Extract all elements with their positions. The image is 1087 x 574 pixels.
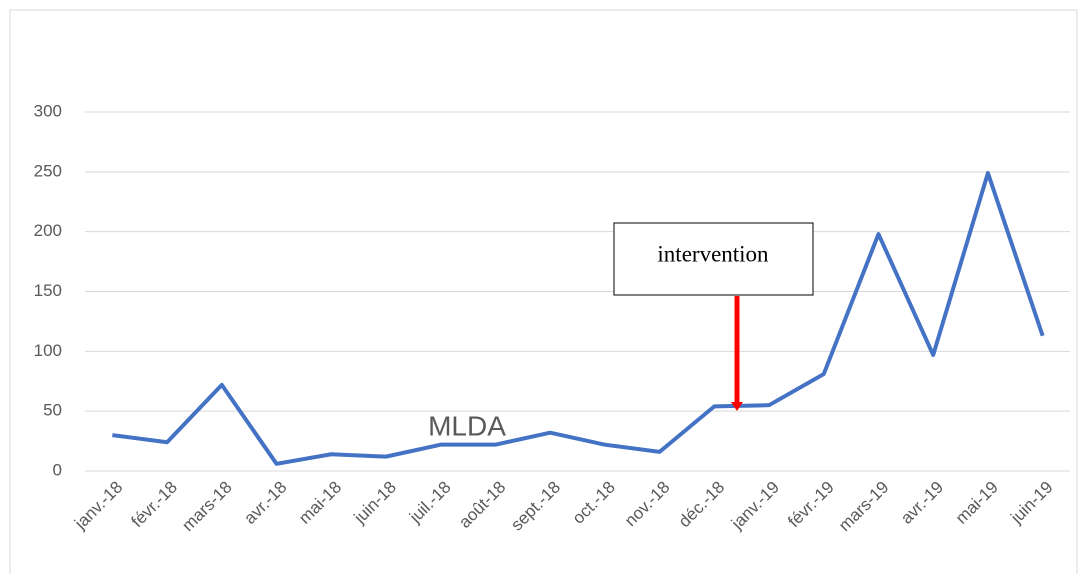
annotation: MLDA — [428, 410, 506, 441]
y-tick-label: 150 — [34, 281, 62, 300]
y-tick-label: 250 — [34, 161, 62, 180]
annotation-box — [613, 222, 814, 296]
grid — [85, 111, 1070, 472]
y-tick-label: 200 — [34, 221, 62, 240]
y-tick-label: 0 — [53, 460, 62, 479]
y-tick-label: 50 — [43, 401, 62, 420]
data-line — [112, 171, 1045, 466]
y-tick-label: 300 — [34, 101, 62, 120]
y-tick-label: 100 — [34, 341, 62, 360]
annotation: intervention — [657, 241, 769, 266]
arrow-head — [731, 402, 743, 411]
